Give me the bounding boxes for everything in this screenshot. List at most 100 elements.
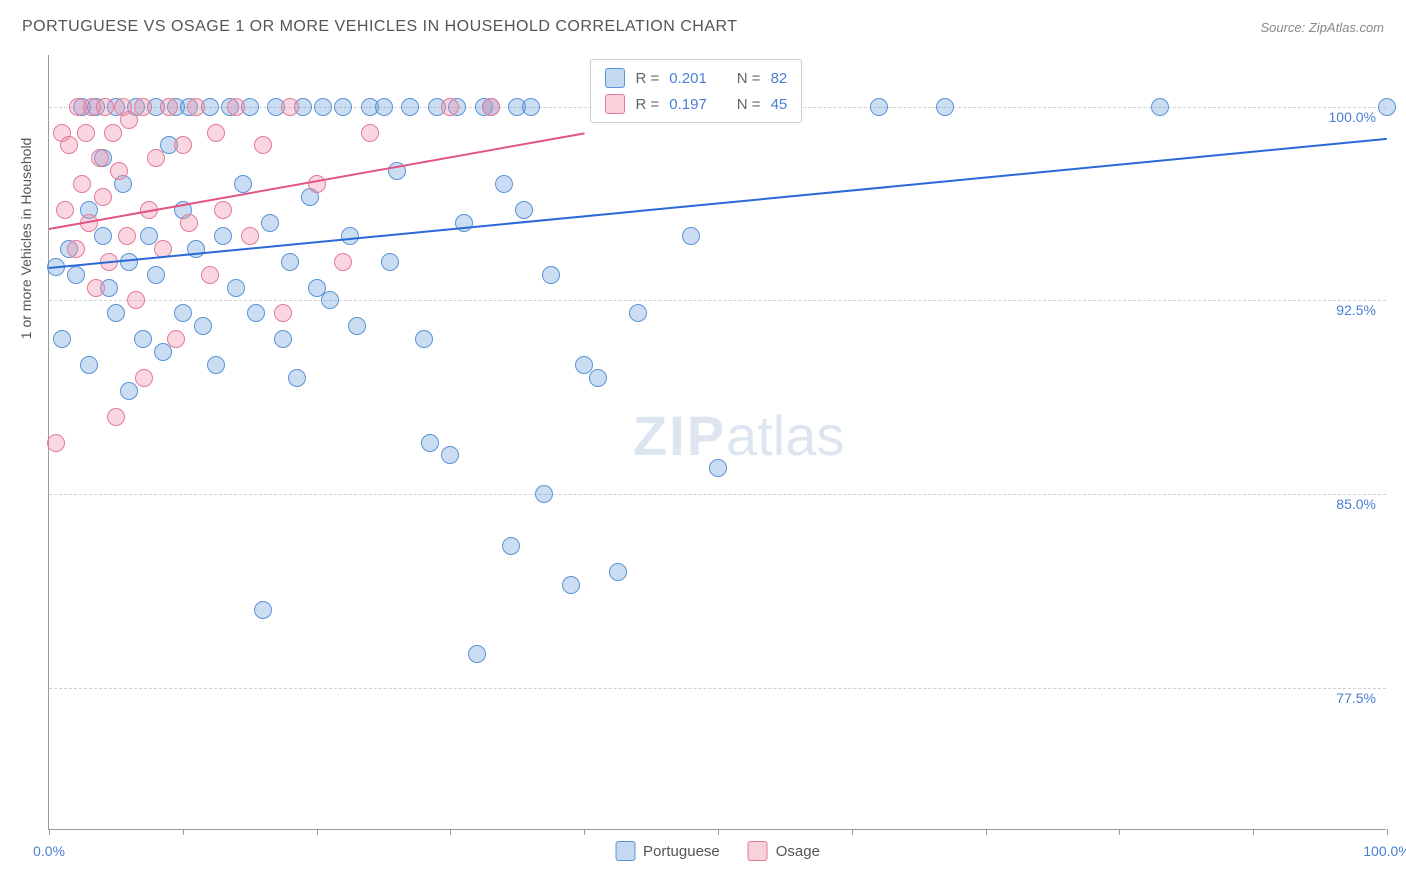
scatter-point	[118, 227, 136, 245]
scatter-point	[80, 356, 98, 374]
scatter-point	[187, 98, 205, 116]
x-tick	[584, 829, 585, 835]
scatter-point	[314, 98, 332, 116]
scatter-point	[67, 266, 85, 284]
stats-row: R =0.197N =45	[605, 94, 787, 114]
scatter-point	[96, 98, 114, 116]
r-value: 0.197	[669, 96, 707, 113]
scatter-point	[609, 563, 627, 581]
watermark-zip: ZIP	[633, 404, 726, 467]
trend-line	[49, 138, 1387, 269]
y-tick-label: 100.0%	[1329, 109, 1376, 125]
x-tick	[986, 829, 987, 835]
scatter-point	[110, 162, 128, 180]
scatter-point	[281, 253, 299, 271]
scatter-point	[542, 266, 560, 284]
scatter-point	[562, 576, 580, 594]
scatter-point	[341, 227, 359, 245]
scatter-point	[254, 136, 272, 154]
scatter-point	[495, 175, 513, 193]
stats-box: R = 0.201 N = 82 R =0.197N =45	[590, 59, 802, 123]
scatter-point	[234, 175, 252, 193]
scatter-point	[104, 124, 122, 142]
scatter-point	[1378, 98, 1396, 116]
scatter-point	[1151, 98, 1169, 116]
x-tick	[1119, 829, 1120, 835]
scatter-point	[682, 227, 700, 245]
scatter-point	[361, 124, 379, 142]
chart-title: PORTUGUESE VS OSAGE 1 OR MORE VEHICLES I…	[22, 18, 738, 36]
scatter-point	[60, 136, 78, 154]
r-label: R =	[635, 70, 659, 87]
scatter-point	[77, 124, 95, 142]
n-value: 82	[771, 70, 788, 87]
scatter-point	[73, 175, 91, 193]
x-tick	[49, 829, 50, 835]
scatter-point	[53, 330, 71, 348]
scatter-point	[56, 201, 74, 219]
scatter-point	[515, 201, 533, 219]
scatter-point	[870, 98, 888, 116]
scatter-point	[47, 434, 65, 452]
scatter-point	[281, 98, 299, 116]
gridline	[49, 688, 1386, 689]
scatter-point	[94, 188, 112, 206]
scatter-point	[401, 98, 419, 116]
scatter-point	[274, 330, 292, 348]
scatter-point	[135, 369, 153, 387]
scatter-point	[415, 330, 433, 348]
scatter-point	[67, 240, 85, 258]
n-label: N =	[737, 70, 761, 87]
scatter-point	[321, 291, 339, 309]
n-value: 45	[771, 96, 788, 113]
scatter-point	[107, 408, 125, 426]
scatter-point	[348, 317, 366, 335]
legend-swatch	[615, 841, 635, 861]
scatter-point	[421, 434, 439, 452]
legend-item: Portuguese	[615, 841, 720, 861]
y-tick-label: 77.5%	[1336, 690, 1376, 706]
scatter-point	[629, 304, 647, 322]
scatter-point	[107, 304, 125, 322]
stats-row: R = 0.201 N = 82	[605, 68, 787, 88]
legend-swatch	[748, 841, 768, 861]
scatter-point	[241, 227, 259, 245]
gridline	[49, 300, 1386, 301]
scatter-point	[261, 214, 279, 232]
scatter-point	[709, 459, 727, 477]
scatter-point	[589, 369, 607, 387]
scatter-point	[147, 149, 165, 167]
scatter-point	[274, 304, 292, 322]
scatter-point	[87, 279, 105, 297]
r-value: 0.201	[669, 70, 707, 87]
y-tick-label: 85.0%	[1336, 496, 1376, 512]
legend-item: Osage	[748, 841, 820, 861]
scatter-point	[502, 537, 520, 555]
series-swatch	[605, 68, 625, 88]
chart-plot-area: ZIPatlas 77.5%85.0%92.5%100.0%0.0%100.0%…	[48, 55, 1386, 830]
scatter-point	[91, 149, 109, 167]
y-axis-title: 1 or more Vehicles in Household	[18, 138, 34, 340]
scatter-point	[194, 317, 212, 335]
scatter-point	[227, 279, 245, 297]
y-tick-label: 92.5%	[1336, 302, 1376, 318]
scatter-point	[207, 124, 225, 142]
legend: Portuguese Osage	[615, 841, 820, 861]
scatter-point	[127, 291, 145, 309]
scatter-point	[147, 266, 165, 284]
legend-label: Osage	[776, 843, 820, 860]
scatter-point	[522, 98, 540, 116]
series-swatch	[605, 94, 625, 114]
scatter-point	[134, 98, 152, 116]
scatter-point	[174, 304, 192, 322]
scatter-point	[207, 356, 225, 374]
scatter-point	[936, 98, 954, 116]
scatter-point	[201, 266, 219, 284]
scatter-point	[441, 446, 459, 464]
scatter-point	[174, 136, 192, 154]
gridline	[49, 494, 1386, 495]
scatter-point	[482, 98, 500, 116]
scatter-point	[468, 645, 486, 663]
scatter-point	[94, 227, 112, 245]
x-tick	[450, 829, 451, 835]
